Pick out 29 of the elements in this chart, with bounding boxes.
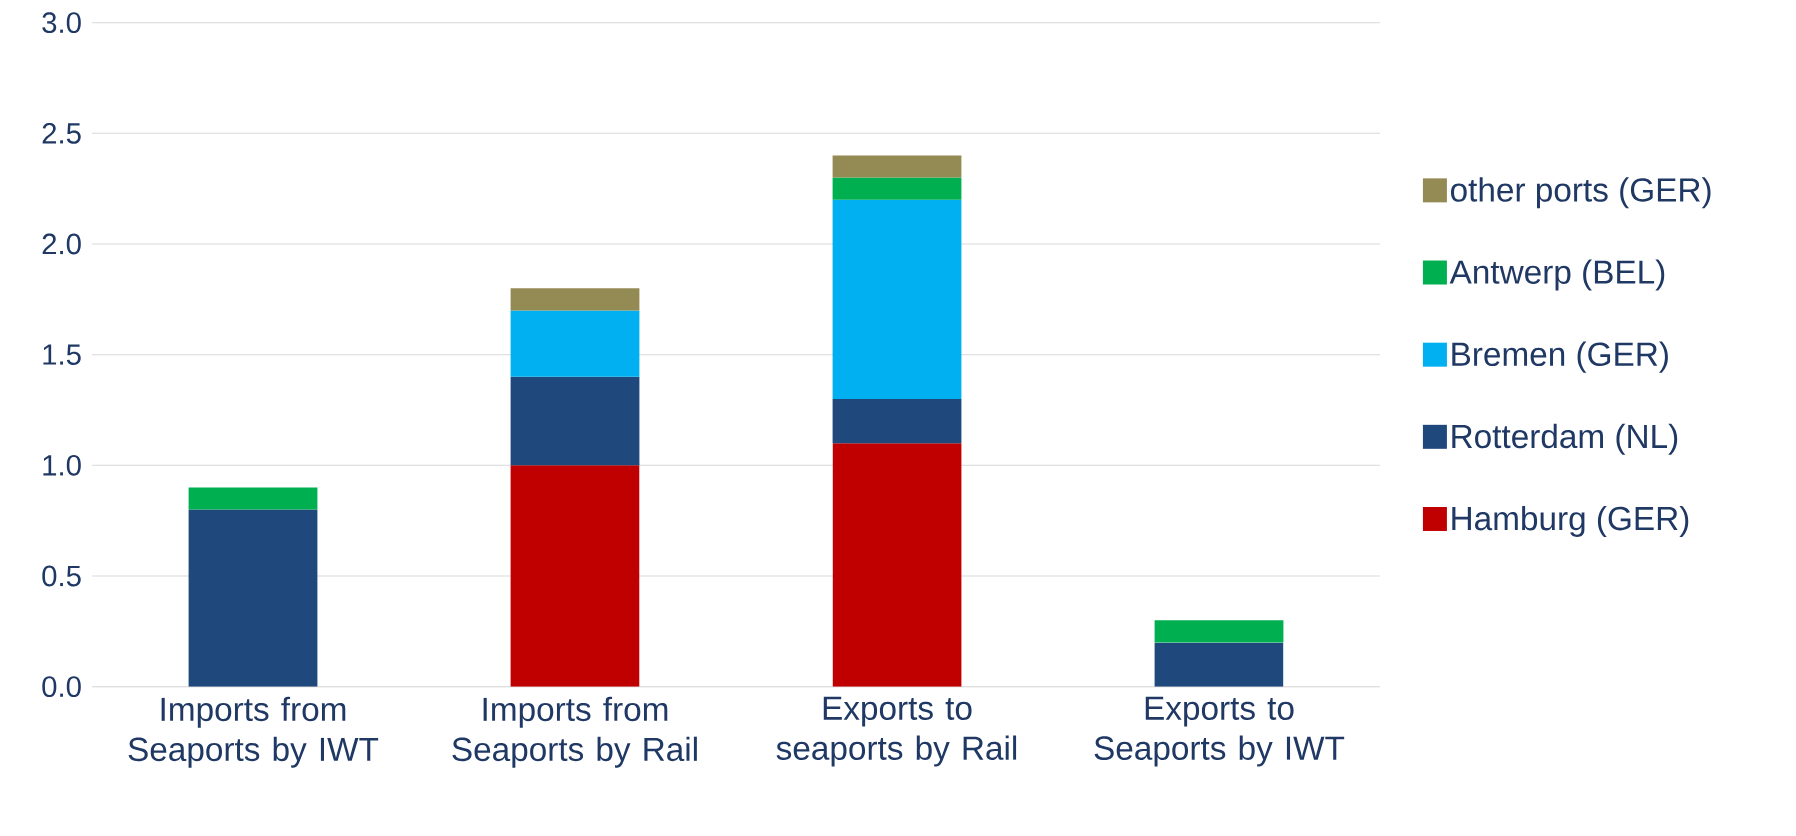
- bar: [832, 443, 962, 687]
- bar: [832, 155, 962, 178]
- bar: [832, 177, 962, 200]
- bar: [510, 310, 640, 377]
- bar: [1154, 620, 1284, 643]
- bar: [510, 465, 640, 687]
- bar: [832, 199, 962, 399]
- x-tick-label: Imports from Seaports by IWT: [128, 696, 379, 768]
- x-tick-label: Exports to Seaports by IWT: [1094, 696, 1345, 767]
- y-tick-label: 3.0: [42, 12, 81, 34]
- bar: [510, 288, 640, 311]
- x-tick-label: Imports from Seaports by Rail: [452, 696, 697, 768]
- y-tick-label: 0.0: [42, 676, 81, 698]
- y-tick-label: 1.5: [43, 344, 81, 365]
- bar: [510, 376, 640, 466]
- y-tick-label: 0.5: [42, 565, 81, 587]
- legend-label: Rotterdam (NL): [1452, 423, 1678, 455]
- y-tick-label: 1.0: [43, 454, 81, 476]
- bar: [832, 398, 962, 444]
- y-tick-label: 2.5: [42, 122, 81, 144]
- y-tick-label: 2.0: [42, 233, 81, 255]
- x-tick-label: Exports to seaports by Rail: [776, 696, 1017, 767]
- bar: [1154, 642, 1284, 687]
- bar: [188, 487, 318, 510]
- legend-label: Antwerp (BEL): [1449, 259, 1665, 291]
- legend-label: Bremen (GER): [1452, 341, 1668, 373]
- legend-label: other ports (GER): [1450, 177, 1711, 209]
- bar: [188, 509, 318, 687]
- legend-label: Hamburg (GER): [1452, 505, 1689, 537]
